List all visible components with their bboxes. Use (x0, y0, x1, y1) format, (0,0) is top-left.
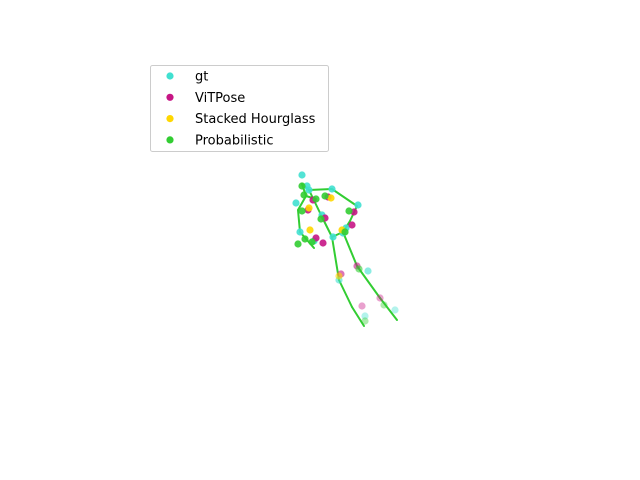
legend-entry-probabilistic: Probabilistic (166, 133, 274, 148)
stacked-hourglass-point-0 (327, 194, 335, 202)
probabilistic-point-7 (341, 228, 349, 236)
probabilistic-point-9 (294, 240, 302, 248)
gt-point-14 (391, 306, 399, 314)
gt-point-2 (305, 186, 313, 194)
legend-marker-gt (166, 72, 174, 80)
legend-marker-stacked-hourglass (166, 115, 174, 123)
probabilistic-point-8 (301, 235, 309, 243)
gt-point-12 (364, 267, 372, 275)
probabilistic-point-12 (380, 301, 388, 309)
skeleton-line-4 (331, 188, 358, 207)
gt-point-4 (292, 199, 300, 207)
legend-entry-gt: gt (166, 70, 208, 85)
vitpose-point-5 (348, 221, 356, 229)
probabilistic-point-3 (321, 192, 329, 200)
gt-point-0 (298, 171, 306, 179)
probabilistic-point-1 (300, 191, 308, 199)
probabilistic-point-11 (355, 265, 363, 273)
skeleton-line-3 (308, 188, 333, 191)
legend-label-stacked-hourglass: Stacked Hourglass (195, 112, 316, 127)
skeleton-line-15 (379, 297, 398, 321)
gt-point-15 (361, 312, 369, 320)
gt-point-5 (354, 201, 362, 209)
keypoint-markers (292, 171, 399, 325)
probabilistic-point-5 (345, 207, 353, 215)
legend-label-vitpose: ViTPose (195, 91, 245, 106)
stacked-hourglass-point-4 (335, 272, 343, 280)
skeleton-line-17 (338, 279, 353, 308)
probabilistic-point-6 (317, 215, 325, 223)
skeleton-line-18 (351, 306, 365, 327)
probabilistic-point-4 (298, 207, 306, 215)
probabilistic-point-0 (298, 182, 306, 190)
vitpose-point-7 (319, 239, 327, 247)
gt-point-8 (296, 228, 304, 236)
probabilistic-point-10 (308, 238, 316, 246)
vitpose-point-11 (358, 302, 366, 310)
gt-point-3 (328, 185, 336, 193)
legend: gt ViTPose Stacked Hourglass Probabilistic (150, 65, 329, 152)
legend-label-probabilistic: Probabilistic (195, 133, 274, 148)
skeleton-line-11 (297, 209, 301, 233)
vitpose-point-10 (376, 294, 384, 302)
legend-entry-stacked-hourglass: Stacked Hourglass (166, 112, 316, 127)
probabilistic-point-2 (312, 195, 320, 203)
legend-marker-probabilistic (166, 136, 174, 144)
legend-frame (150, 65, 329, 152)
probabilistic-point-13 (361, 317, 369, 325)
legend-label-gt: gt (195, 70, 208, 85)
legend-marker-vitpose (166, 93, 174, 101)
skeleton-line-13 (342, 231, 358, 267)
stacked-hourglass-point-1 (305, 204, 313, 212)
gt-point-10 (329, 233, 337, 241)
stacked-hourglass-point-2 (306, 226, 314, 234)
legend-entry-vitpose: ViTPose (166, 91, 245, 106)
